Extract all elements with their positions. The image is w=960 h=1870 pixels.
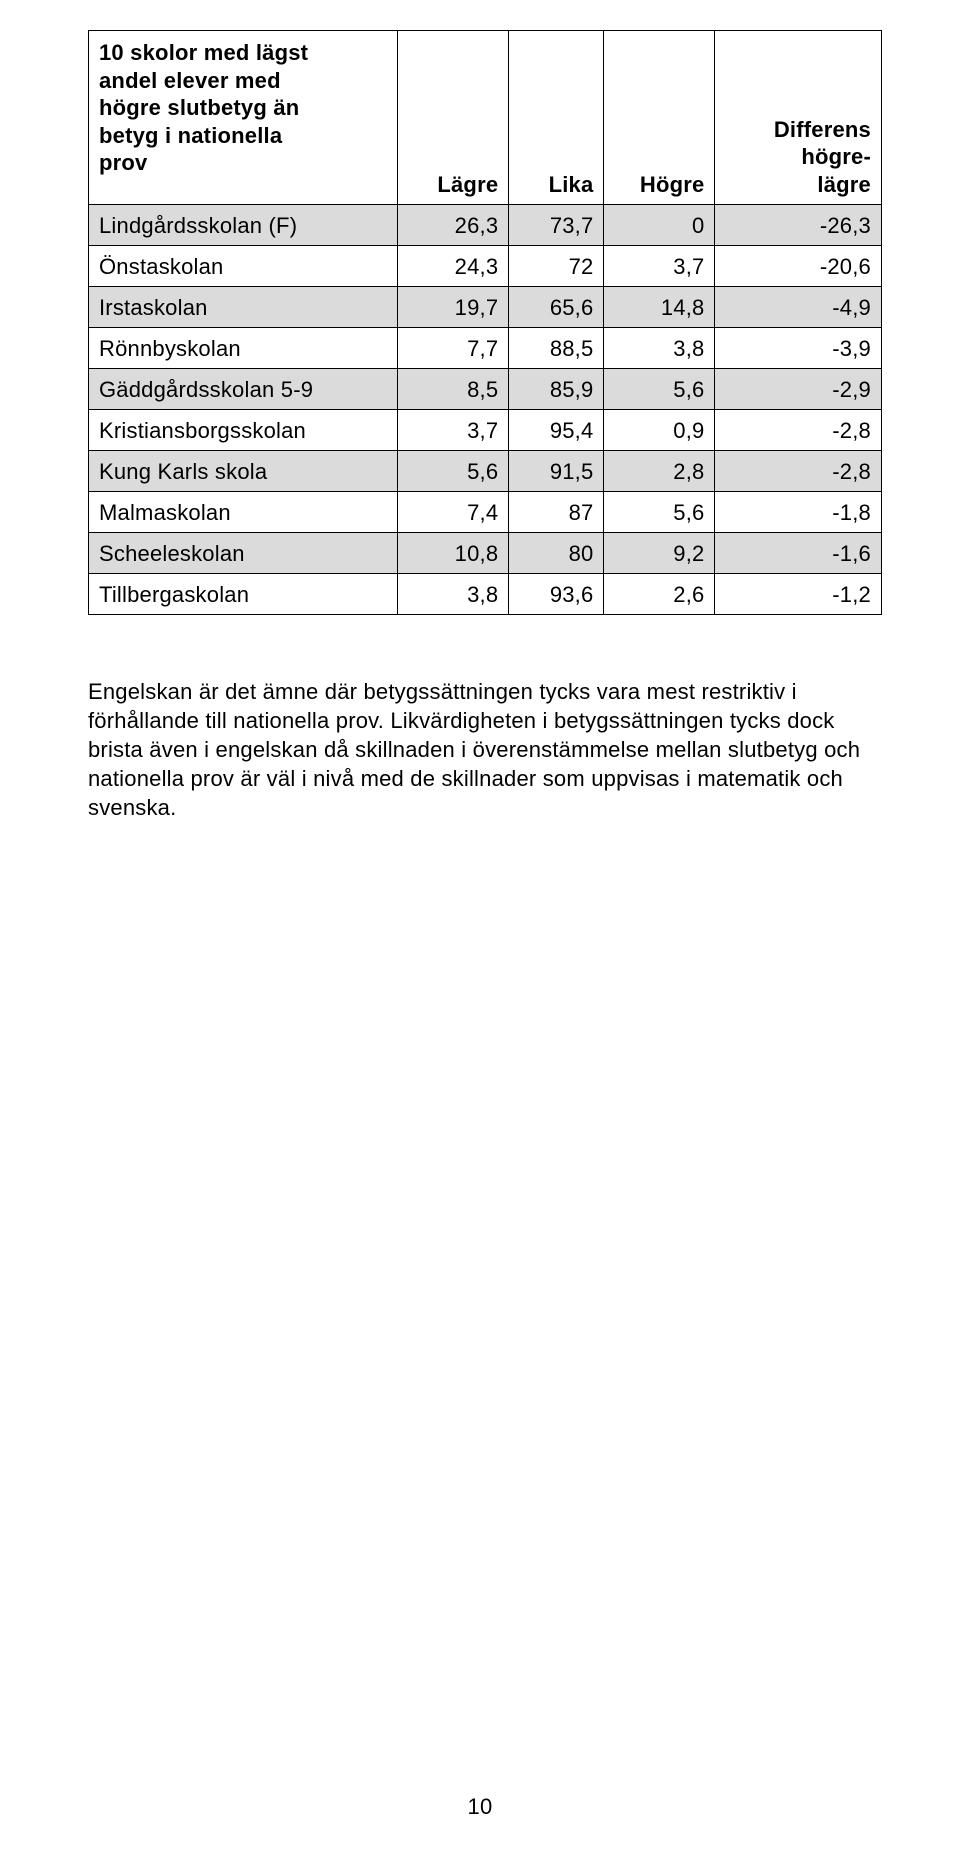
cell-hogre: 9,2	[604, 533, 715, 574]
header-diff-l2: högre-	[801, 144, 871, 169]
cell-hogre: 3,8	[604, 328, 715, 369]
header-diff-l1: Differens	[774, 117, 871, 142]
page-number: 10	[0, 1794, 960, 1820]
cell-lagre: 7,7	[398, 328, 509, 369]
cell-name: Malmaskolan	[89, 492, 398, 533]
cell-lika: 80	[509, 533, 604, 574]
table-row: Önstaskolan24,3723,7-20,6	[89, 246, 882, 287]
header-name-l5: prov	[99, 150, 147, 175]
table-row: Irstaskolan19,765,614,8-4,9	[89, 287, 882, 328]
cell-lagre: 8,5	[398, 369, 509, 410]
table-body: Lindgårdsskolan (F)26,373,70-26,3Önstask…	[89, 205, 882, 615]
cell-name: Önstaskolan	[89, 246, 398, 287]
cell-lagre: 5,6	[398, 451, 509, 492]
cell-lagre: 10,8	[398, 533, 509, 574]
table-row: Gäddgårdsskolan 5-98,585,95,6-2,9	[89, 369, 882, 410]
cell-lika: 73,7	[509, 205, 604, 246]
cell-lagre: 3,8	[398, 574, 509, 615]
table-row: Scheeleskolan10,8809,2-1,6	[89, 533, 882, 574]
cell-lagre: 24,3	[398, 246, 509, 287]
header-name-l4: betyg i nationella	[99, 123, 282, 148]
cell-lagre: 26,3	[398, 205, 509, 246]
cell-lika: 85,9	[509, 369, 604, 410]
table-row: Lindgårdsskolan (F)26,373,70-26,3	[89, 205, 882, 246]
cell-diff: -2,8	[715, 451, 882, 492]
header-lagre: Lägre	[398, 31, 509, 205]
grade-table: 10 skolor med lägst andel elever med hög…	[88, 30, 882, 615]
cell-hogre: 3,7	[604, 246, 715, 287]
header-name-l3: högre slutbetyg än	[99, 95, 299, 120]
cell-diff: -1,6	[715, 533, 882, 574]
cell-lika: 95,4	[509, 410, 604, 451]
cell-name: Scheeleskolan	[89, 533, 398, 574]
cell-name: Tillbergaskolan	[89, 574, 398, 615]
cell-name: Rönnbyskolan	[89, 328, 398, 369]
cell-lagre: 7,4	[398, 492, 509, 533]
table-row: Tillbergaskolan3,893,62,6-1,2	[89, 574, 882, 615]
header-name-l1: 10 skolor med lägst	[99, 40, 308, 65]
cell-lika: 65,6	[509, 287, 604, 328]
cell-hogre: 14,8	[604, 287, 715, 328]
cell-diff: -2,9	[715, 369, 882, 410]
cell-name: Lindgårdsskolan (F)	[89, 205, 398, 246]
cell-hogre: 5,6	[604, 369, 715, 410]
cell-hogre: 2,8	[604, 451, 715, 492]
cell-diff: -4,9	[715, 287, 882, 328]
cell-name: Kristiansborgsskolan	[89, 410, 398, 451]
cell-lika: 91,5	[509, 451, 604, 492]
cell-lika: 93,6	[509, 574, 604, 615]
header-diff: Differens högre- lägre	[715, 31, 882, 205]
header-diff-l3: lägre	[817, 172, 871, 197]
table-row: Kristiansborgsskolan3,795,40,9-2,8	[89, 410, 882, 451]
header-lika: Lika	[509, 31, 604, 205]
cell-hogre: 0	[604, 205, 715, 246]
table-row: Kung Karls skola5,691,52,8-2,8	[89, 451, 882, 492]
header-name: 10 skolor med lägst andel elever med hög…	[89, 31, 398, 205]
cell-diff: -1,8	[715, 492, 882, 533]
cell-hogre: 5,6	[604, 492, 715, 533]
cell-diff: -20,6	[715, 246, 882, 287]
cell-lika: 87	[509, 492, 604, 533]
cell-diff: -1,2	[715, 574, 882, 615]
cell-lika: 88,5	[509, 328, 604, 369]
cell-lagre: 3,7	[398, 410, 509, 451]
cell-hogre: 2,6	[604, 574, 715, 615]
header-name-l2: andel elever med	[99, 68, 281, 93]
cell-diff: -26,3	[715, 205, 882, 246]
cell-hogre: 0,9	[604, 410, 715, 451]
body-paragraph: Engelskan är det ämne där betygssättning…	[88, 677, 882, 822]
table-row: Rönnbyskolan7,788,53,8-3,9	[89, 328, 882, 369]
header-hogre: Högre	[604, 31, 715, 205]
cell-lagre: 19,7	[398, 287, 509, 328]
table-row: Malmaskolan7,4875,6-1,8	[89, 492, 882, 533]
cell-lika: 72	[509, 246, 604, 287]
cell-name: Kung Karls skola	[89, 451, 398, 492]
cell-diff: -2,8	[715, 410, 882, 451]
cell-name: Irstaskolan	[89, 287, 398, 328]
cell-name: Gäddgårdsskolan 5-9	[89, 369, 398, 410]
cell-diff: -3,9	[715, 328, 882, 369]
